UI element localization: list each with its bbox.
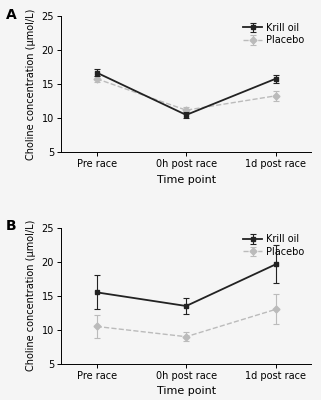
Y-axis label: Choline concentration (μmol/L): Choline concentration (μmol/L) [26, 220, 36, 372]
Legend: Krill oil, Placebo: Krill oil, Placebo [241, 21, 307, 47]
Text: B: B [6, 219, 16, 233]
X-axis label: Time point: Time point [157, 175, 216, 185]
Text: A: A [6, 8, 17, 22]
X-axis label: Time point: Time point [157, 386, 216, 396]
Legend: Krill oil, Placebo: Krill oil, Placebo [241, 232, 307, 259]
Y-axis label: Choline concentration (μmol/L): Choline concentration (μmol/L) [26, 8, 36, 160]
